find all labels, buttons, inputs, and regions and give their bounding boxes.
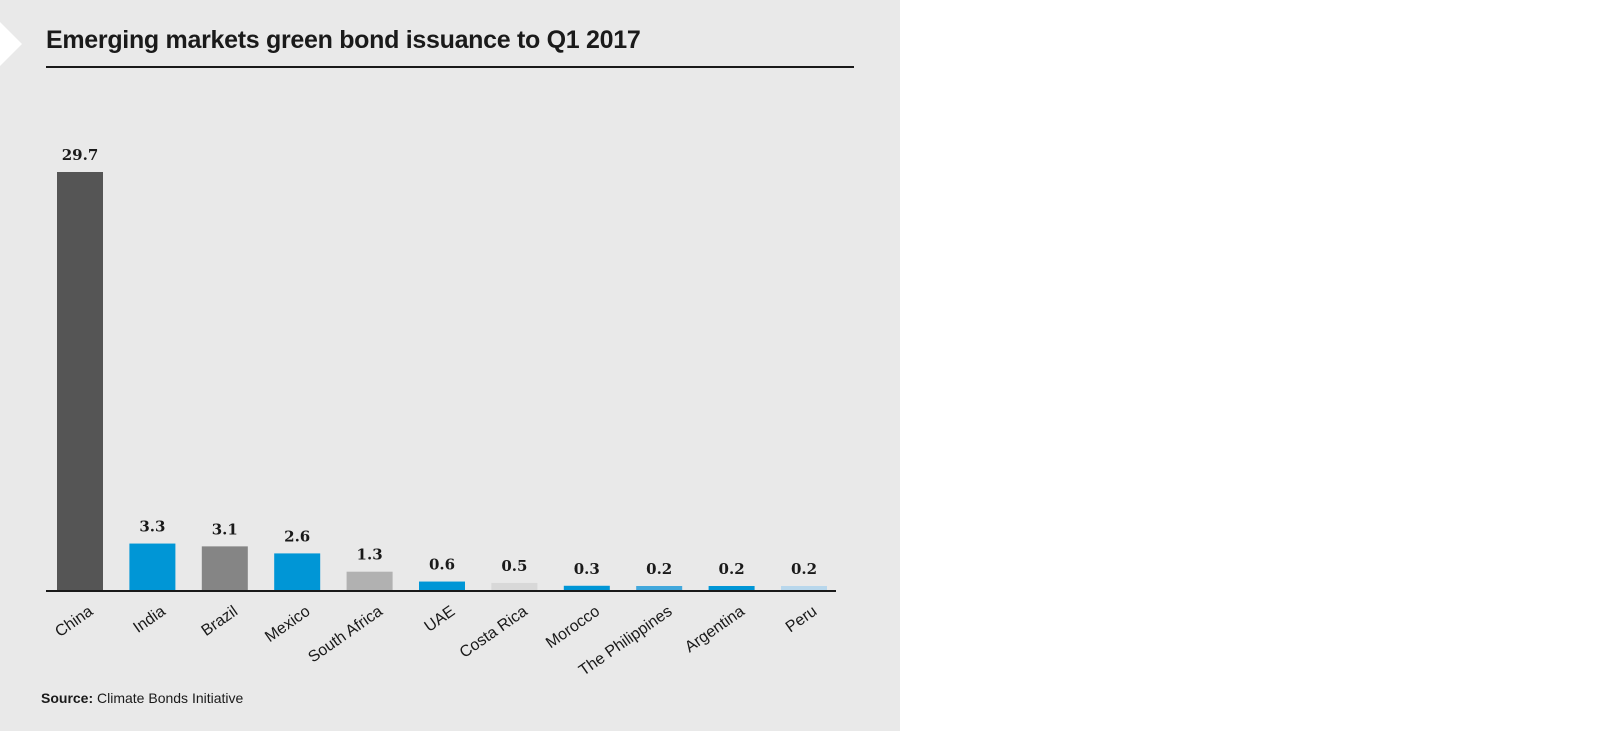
value-label: 0.3 bbox=[574, 560, 600, 578]
bar-costa-rica bbox=[491, 582, 538, 590]
category-label: South Africa bbox=[305, 603, 386, 666]
source-label: Source: bbox=[41, 690, 94, 706]
value-label: 29.7 bbox=[62, 146, 99, 164]
value-label: 0.2 bbox=[646, 560, 672, 578]
source-text: Climate Bonds Initiative bbox=[97, 690, 244, 706]
category-label: Brazil bbox=[199, 603, 242, 640]
category-label: Costa Rica bbox=[457, 603, 531, 662]
value-label: 0.2 bbox=[719, 560, 745, 578]
title-divider bbox=[46, 66, 854, 68]
bar-india bbox=[129, 543, 176, 590]
value-label: 0.2 bbox=[791, 560, 817, 578]
value-label: 1.3 bbox=[357, 546, 383, 564]
bar-chart: 29.7 China 3.3 India 3.1 Brazil 2.6 Mexico 1.3 So… bbox=[46, 146, 836, 680]
source-note: Source: Climate Bonds Initiative bbox=[41, 690, 243, 706]
corner-notch bbox=[0, 22, 22, 66]
bar-peru bbox=[781, 586, 827, 590]
category-label: India bbox=[130, 603, 168, 637]
bar-brazil bbox=[201, 546, 248, 590]
bar-china bbox=[57, 172, 103, 590]
value-label: 2.6 bbox=[284, 527, 310, 545]
category-label: Morocco bbox=[543, 603, 603, 652]
value-label: 3.1 bbox=[212, 520, 238, 538]
category-label: UAE bbox=[422, 603, 459, 636]
category-label: Mexico bbox=[262, 603, 313, 646]
value-label: 0.6 bbox=[429, 556, 455, 574]
category-label: Peru bbox=[783, 603, 820, 636]
value-label: 3.3 bbox=[139, 518, 165, 536]
bar-uae bbox=[419, 581, 465, 590]
bar-morocco bbox=[563, 585, 610, 590]
category-label: Argentina bbox=[682, 603, 748, 656]
bar-mexico bbox=[274, 553, 321, 590]
bar-argentina bbox=[708, 586, 755, 590]
chart-title: Emerging markets green bond issuance to … bbox=[46, 26, 641, 54]
category-label: China bbox=[52, 603, 96, 641]
bar-the-philippines bbox=[636, 586, 683, 590]
chart-panel: Emerging markets green bond issuance to … bbox=[0, 0, 900, 731]
bar-south-africa bbox=[346, 571, 393, 590]
value-label: 0.5 bbox=[501, 557, 527, 575]
